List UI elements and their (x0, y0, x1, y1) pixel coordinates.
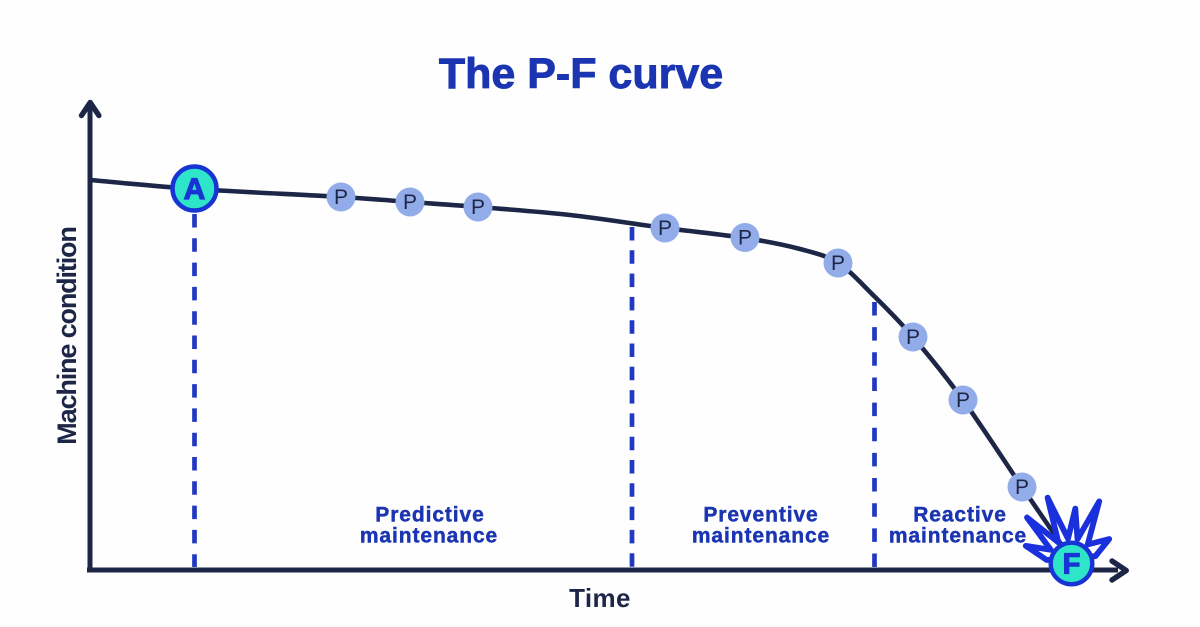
svg-text:P: P (906, 326, 920, 349)
svg-text:Preventive: Preventive (703, 504, 818, 527)
svg-text:A: A (184, 173, 206, 206)
svg-text:The P-F curve: The P-F curve (439, 50, 723, 98)
svg-text:P: P (738, 227, 752, 250)
svg-text:F: F (1063, 549, 1081, 581)
svg-text:P: P (956, 389, 970, 412)
svg-text:Reactive: Reactive (913, 504, 1007, 527)
svg-text:P: P (403, 191, 417, 214)
svg-text:P: P (658, 217, 672, 240)
svg-text:Machine condition: Machine condition (52, 227, 82, 444)
svg-text:Predictive: Predictive (375, 504, 484, 527)
svg-text:maintenance: maintenance (889, 525, 1027, 548)
svg-text:P: P (1015, 476, 1029, 499)
svg-text:maintenance: maintenance (360, 525, 498, 548)
svg-text:P: P (831, 252, 845, 275)
svg-text:maintenance: maintenance (692, 525, 830, 548)
svg-text:P: P (471, 196, 485, 219)
svg-text:Time: Time (569, 583, 631, 613)
svg-text:P: P (334, 186, 348, 209)
